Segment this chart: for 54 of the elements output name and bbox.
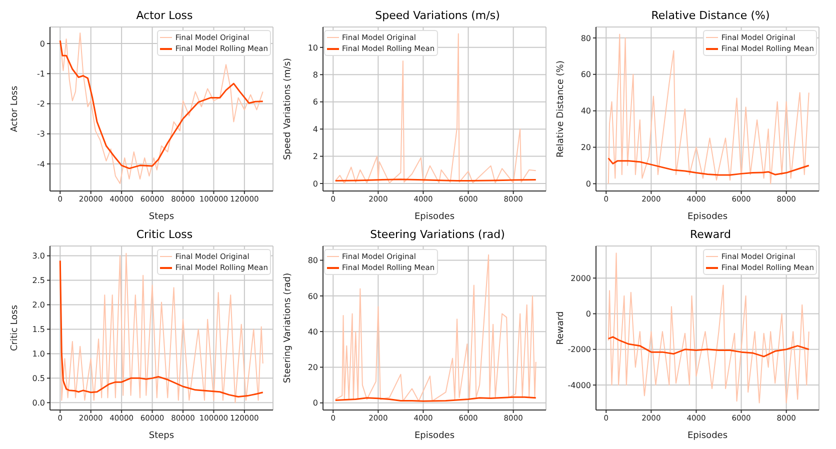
y-tick-label: 40 <box>580 106 591 116</box>
y-tick-label: 80 <box>308 256 318 266</box>
x-axis-title: Steps <box>148 212 174 222</box>
y-tick-label: 8 <box>312 70 318 80</box>
y-tick-label: 60 <box>580 70 591 80</box>
y-tick-label: 3.0 <box>32 252 45 261</box>
y-tick-label: 0.0 <box>32 398 45 408</box>
y-tick-label: 20 <box>580 143 591 152</box>
y-tick-label: -2 <box>37 100 45 109</box>
y-axis-title: Reward <box>556 311 566 345</box>
x-axis-title: Episodes <box>687 431 728 441</box>
y-tick-label: -4 <box>37 160 45 169</box>
x-axis-title: Episodes <box>414 431 455 441</box>
line-series <box>334 33 536 184</box>
y-tick-label: 4 <box>312 124 318 134</box>
chart-title: Critic Loss <box>135 227 194 242</box>
chart-title: Actor Loss <box>135 8 194 23</box>
y-axis-title: Actor Loss <box>10 86 20 132</box>
line-series <box>608 157 810 176</box>
y-tick-label: 0.5 <box>32 374 45 384</box>
line-series <box>608 336 810 358</box>
y-tick-label: 0 <box>40 39 45 48</box>
y-tick-label: 10 <box>308 43 318 52</box>
y-tick-label: 0 <box>586 180 591 189</box>
y-tick-label: -2000 <box>568 345 591 354</box>
y-axis-title: Steering Variations (rad) <box>283 272 294 384</box>
y-tick-label: 2.0 <box>32 300 45 310</box>
y-tick-label: 0 <box>312 398 318 408</box>
chart-title: Reward <box>689 227 732 242</box>
x-axis-title: Episodes <box>414 212 455 222</box>
chart-title: Relative Distance (%) <box>650 8 771 23</box>
y-tick-label: 1.5 <box>32 325 45 334</box>
chart-title: Speed Variations (m/s) <box>374 8 501 23</box>
y-tick-label: 0 <box>586 310 591 319</box>
y-axis-title: Speed Variations (m/s) <box>283 58 294 160</box>
x-axis-title: Episodes <box>687 212 728 222</box>
y-axis-title: Relative Distance (%) <box>556 60 566 158</box>
x-axis-title: Steps <box>148 431 174 441</box>
line-series <box>334 254 536 402</box>
y-tick-label: 40 <box>308 327 318 336</box>
y-tick-label: 1.0 <box>32 350 45 359</box>
y-tick-label: 0 <box>312 179 318 188</box>
chart-title: Steering Variations (rad) <box>369 227 506 242</box>
y-tick-label: 2 <box>312 152 318 162</box>
y-tick-label: 20 <box>308 363 318 372</box>
y-tick-label: 6 <box>312 98 318 107</box>
y-tick-label: 2000 <box>570 274 591 283</box>
y-tick-label: 60 <box>308 292 318 301</box>
y-tick-label: -4000 <box>568 380 591 390</box>
y-tick-label: 80 <box>580 34 591 43</box>
y-axis-title: Critic Loss <box>10 304 20 352</box>
y-tick-label: -3 <box>37 130 45 139</box>
y-tick-label: -1 <box>37 69 45 78</box>
y-tick-label: 2.5 <box>32 276 45 286</box>
